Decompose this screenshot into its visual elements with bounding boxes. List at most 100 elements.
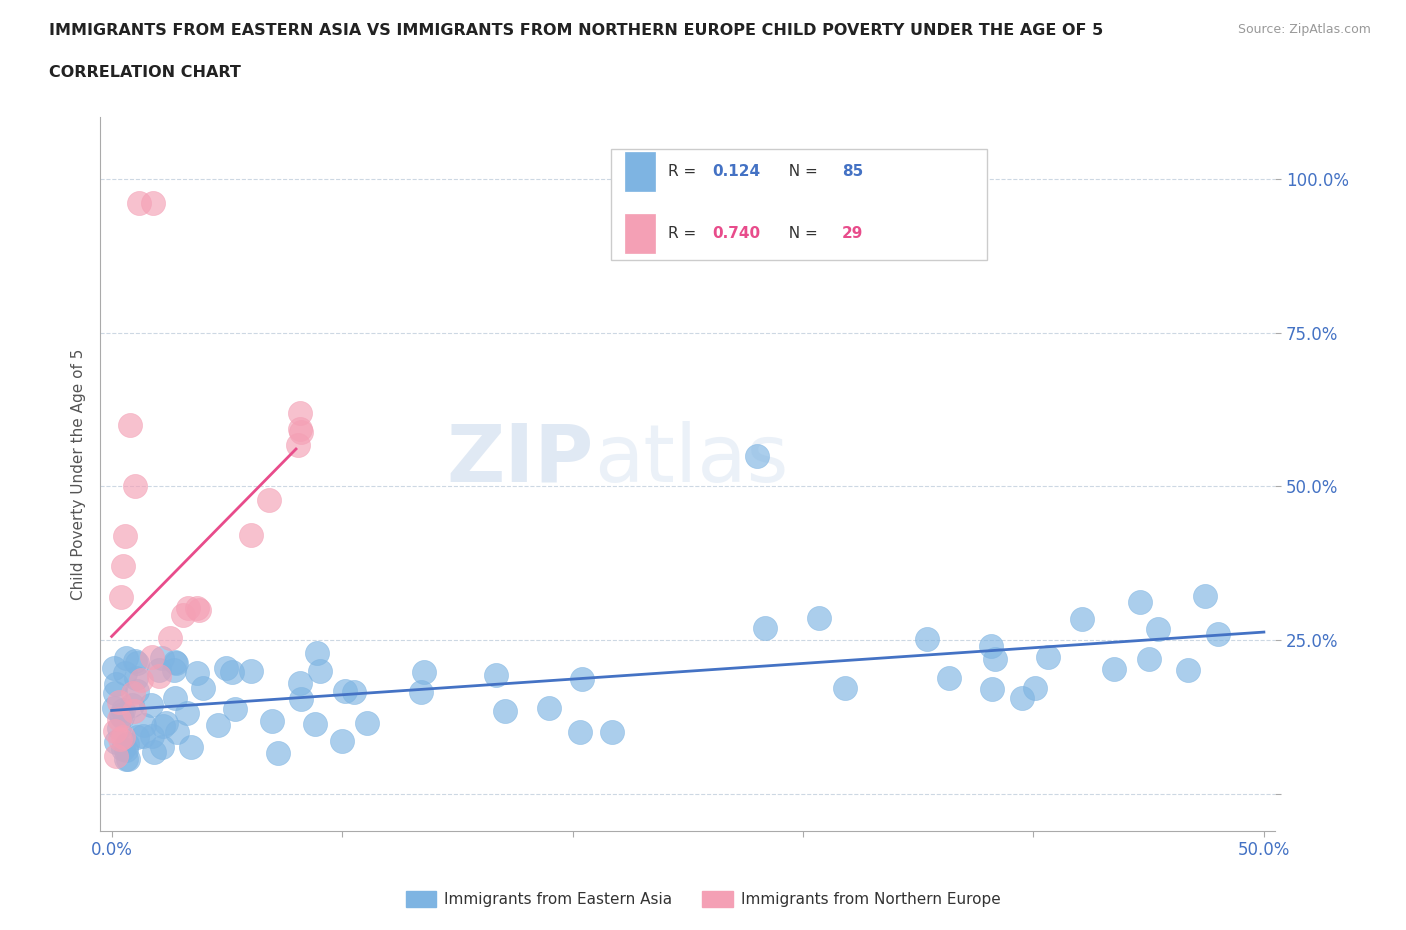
Point xyxy=(108,711,131,726)
Point xyxy=(984,651,1007,666)
Point xyxy=(980,639,1002,654)
Point xyxy=(127,730,149,745)
Legend: Immigrants from Eastern Asia, Immigrants from Northern Europe: Immigrants from Eastern Asia, Immigrants… xyxy=(399,884,1007,913)
Point xyxy=(152,739,174,754)
Point xyxy=(159,631,181,645)
Text: R =: R = xyxy=(668,226,702,241)
Point xyxy=(808,610,831,625)
Point xyxy=(494,704,516,719)
Point xyxy=(155,715,177,730)
Point xyxy=(114,528,136,543)
Point xyxy=(142,745,165,760)
Point xyxy=(330,734,353,749)
Point xyxy=(124,479,146,494)
Point xyxy=(142,196,165,211)
Point xyxy=(304,717,326,732)
Point xyxy=(166,724,188,739)
Point xyxy=(132,718,155,733)
Point xyxy=(485,668,508,683)
Point xyxy=(165,690,187,705)
Point xyxy=(114,666,136,681)
Point xyxy=(107,694,129,709)
Point xyxy=(125,684,148,698)
Point xyxy=(125,655,148,670)
Point xyxy=(1194,588,1216,603)
Point xyxy=(128,196,150,211)
Point xyxy=(1177,662,1199,677)
Text: N =: N = xyxy=(779,226,823,241)
Point xyxy=(163,654,186,669)
Point xyxy=(104,685,127,700)
Point xyxy=(105,735,128,750)
Point xyxy=(600,724,623,739)
Point xyxy=(141,649,163,664)
Y-axis label: Child Poverty Under the Age of 5: Child Poverty Under the Age of 5 xyxy=(72,349,86,600)
Text: N =: N = xyxy=(779,164,823,179)
Point xyxy=(1102,662,1125,677)
Point xyxy=(180,739,202,754)
Point xyxy=(191,680,214,695)
FancyBboxPatch shape xyxy=(612,150,987,260)
Point xyxy=(176,706,198,721)
Text: 0.124: 0.124 xyxy=(713,164,761,179)
Point xyxy=(538,701,561,716)
Point xyxy=(115,737,138,751)
Point xyxy=(188,603,211,618)
Point xyxy=(260,714,283,729)
Point xyxy=(287,437,309,452)
Point xyxy=(343,684,366,699)
Point xyxy=(356,715,378,730)
FancyBboxPatch shape xyxy=(626,152,655,191)
Point xyxy=(124,671,146,685)
Point xyxy=(240,527,263,542)
Point xyxy=(108,731,131,746)
Point xyxy=(103,701,125,716)
Point xyxy=(150,650,173,665)
Point xyxy=(307,646,329,661)
Point xyxy=(569,725,592,740)
Point xyxy=(215,660,238,675)
Point xyxy=(104,749,127,764)
Text: 29: 29 xyxy=(842,226,863,241)
Point xyxy=(239,664,262,679)
Point xyxy=(124,654,146,669)
Point xyxy=(122,704,145,719)
Point xyxy=(132,729,155,744)
Point xyxy=(257,493,280,508)
Point xyxy=(177,601,200,616)
Text: atlas: atlas xyxy=(593,420,789,498)
Text: R =: R = xyxy=(668,164,702,179)
Point xyxy=(409,684,432,699)
Point xyxy=(834,681,856,696)
Point xyxy=(1071,611,1094,626)
Point xyxy=(117,752,139,767)
Point xyxy=(165,656,187,671)
Point xyxy=(1024,680,1046,695)
Point xyxy=(121,698,143,713)
Point xyxy=(112,559,135,574)
Point xyxy=(148,669,170,684)
Point xyxy=(288,406,311,421)
Point xyxy=(1137,651,1160,666)
Point xyxy=(148,662,170,677)
Point xyxy=(745,448,768,463)
Point xyxy=(121,685,143,700)
Point xyxy=(288,421,311,436)
Point xyxy=(917,631,939,646)
Point xyxy=(1206,627,1229,642)
Point xyxy=(186,601,208,616)
Text: IMMIGRANTS FROM EASTERN ASIA VS IMMIGRANTS FROM NORTHERN EUROPE CHILD POVERTY UN: IMMIGRANTS FROM EASTERN ASIA VS IMMIGRAN… xyxy=(49,23,1104,38)
Point xyxy=(110,590,132,604)
Point xyxy=(107,720,129,735)
Point xyxy=(224,702,246,717)
Point xyxy=(114,743,136,758)
Point xyxy=(131,673,153,688)
Point xyxy=(308,664,330,679)
Text: ZIP: ZIP xyxy=(447,420,593,498)
Text: CORRELATION CHART: CORRELATION CHART xyxy=(49,65,240,80)
Text: 85: 85 xyxy=(842,164,863,179)
Point xyxy=(112,703,135,718)
Point xyxy=(152,718,174,733)
Point xyxy=(266,746,288,761)
FancyBboxPatch shape xyxy=(626,214,655,253)
